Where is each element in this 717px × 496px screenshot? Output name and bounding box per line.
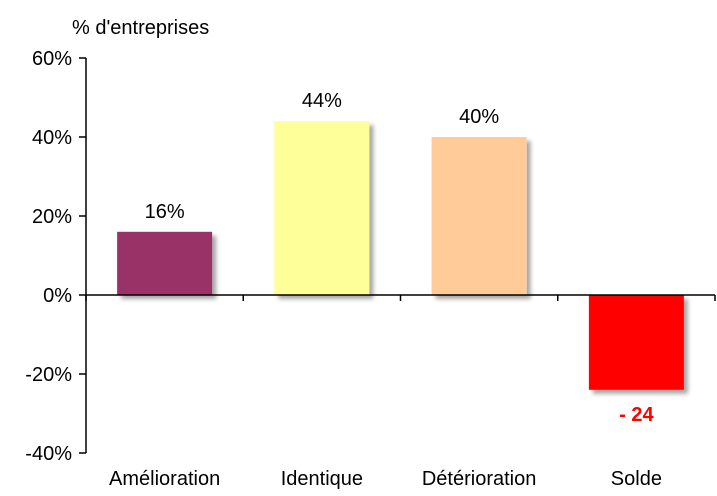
y-axis-title: % d'entreprises [72,17,209,39]
bar-value-label-2: 44% [302,90,342,112]
y-tick-label-4: 0% [43,285,72,307]
bar-1 [117,231,213,295]
y-tick-label-5: -20% [25,364,72,386]
bar-4 [588,295,684,390]
y-tick-label-6: -40% [25,443,72,465]
y-tick-label-2: 40% [32,127,72,149]
x-tick-label-1: Amélioration [109,468,220,490]
bar-3 [431,137,527,295]
bar-2 [274,121,370,295]
y-tick-label-3: 20% [32,206,72,228]
bar-value-label-1: 16% [145,201,185,223]
bar-value-label-4: - 24 [619,404,654,426]
x-tick-label-3: Détérioration [422,468,537,490]
x-tick-label-2: Identique [281,468,363,490]
x-tick-label-4: Solde [611,468,662,490]
y-tick-label-1: 60% [32,48,72,70]
bar-value-label-3: 40% [459,106,499,128]
